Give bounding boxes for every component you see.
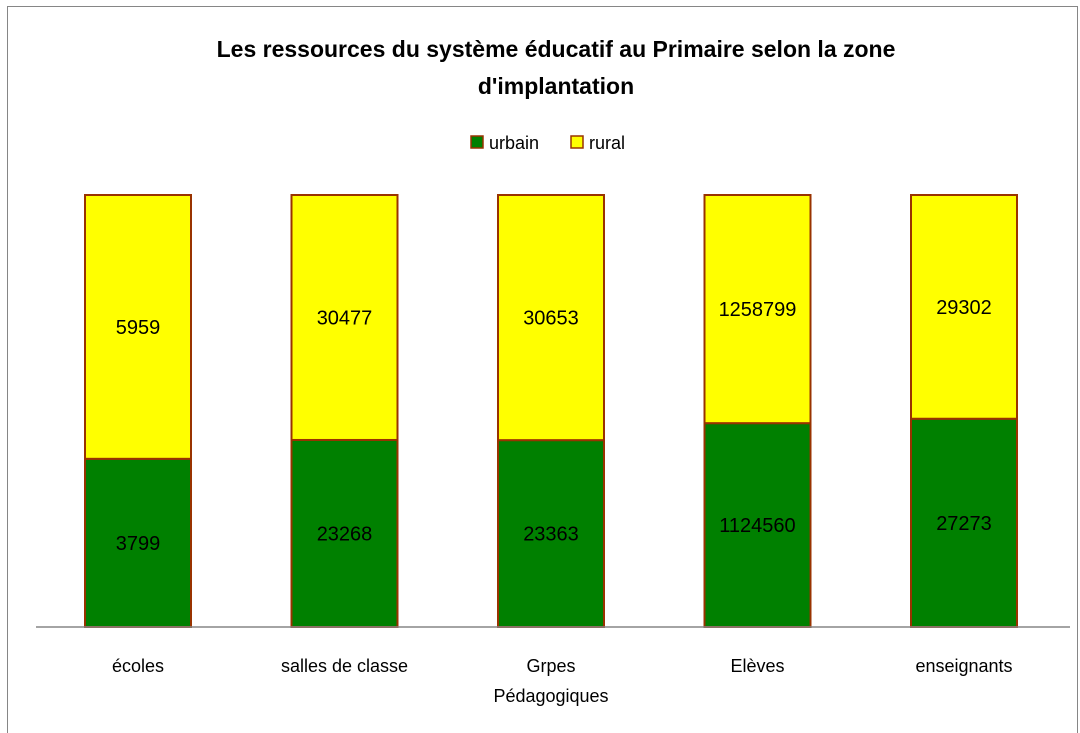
x-tick-label-0: écoles bbox=[112, 656, 164, 676]
x-tick-label-2: Grpes Pédagogiques bbox=[493, 656, 608, 706]
x-tick-labels: écoles salles de classe Grpes Pédagogiques E… bbox=[112, 656, 1013, 706]
chart-border bbox=[7, 6, 1078, 733]
bar-urbain-4 bbox=[910, 417, 1018, 629]
data-label-urbain-2: 23363 bbox=[523, 524, 579, 546]
bar-urbain-2 bbox=[497, 439, 605, 628]
bar-rural-4 bbox=[910, 194, 1018, 420]
legend-swatch-rural bbox=[570, 135, 584, 149]
x-tick-label-line: écoles bbox=[112, 656, 164, 676]
x-tick-label-line: enseignants bbox=[915, 656, 1012, 676]
bar-rural-0 bbox=[84, 194, 192, 460]
data-label-urbain-0: 3799 bbox=[116, 533, 161, 555]
x-tick-label-line: Pédagogiques bbox=[493, 686, 608, 706]
legend-swatch-urbain bbox=[470, 135, 484, 149]
data-label-urbain-1: 23268 bbox=[317, 523, 373, 545]
legend: urbain rural bbox=[470, 133, 625, 153]
bar-urbain-3 bbox=[703, 422, 812, 628]
data-label-rural-1: 30477 bbox=[317, 307, 373, 329]
x-tick-label-3: Elèves bbox=[730, 656, 784, 676]
data-label-rural-3: 1258799 bbox=[719, 299, 797, 321]
bars-group: 3799 5959 23268 30477 23363 30653 1124560 12587… bbox=[84, 194, 1018, 629]
x-tick-label-line: Grpes bbox=[526, 656, 575, 676]
chart-title-line-2: d'implantation bbox=[478, 73, 634, 99]
x-tick-label-1: salles de classe bbox=[281, 656, 408, 676]
data-label-rural-0: 5959 bbox=[116, 317, 161, 339]
data-label-rural-4: 29302 bbox=[936, 297, 992, 319]
bar-rural-2 bbox=[497, 194, 605, 442]
legend-label-rural: rural bbox=[589, 133, 625, 153]
bar-rural-3 bbox=[703, 194, 812, 425]
data-label-urbain-4: 27273 bbox=[936, 513, 992, 535]
chart-title-line-1: Les ressources du système éducatif au Pr… bbox=[217, 36, 896, 62]
x-tick-label-line: salles de classe bbox=[281, 656, 408, 676]
x-tick-label-line: Elèves bbox=[730, 656, 784, 676]
data-label-urbain-3: 1124560 bbox=[719, 515, 795, 537]
data-label-rural-2: 30653 bbox=[523, 308, 579, 330]
legend-label-urbain: urbain bbox=[489, 133, 539, 153]
bar-rural-1 bbox=[290, 194, 399, 441]
x-tick-label-4: enseignants bbox=[915, 656, 1012, 676]
